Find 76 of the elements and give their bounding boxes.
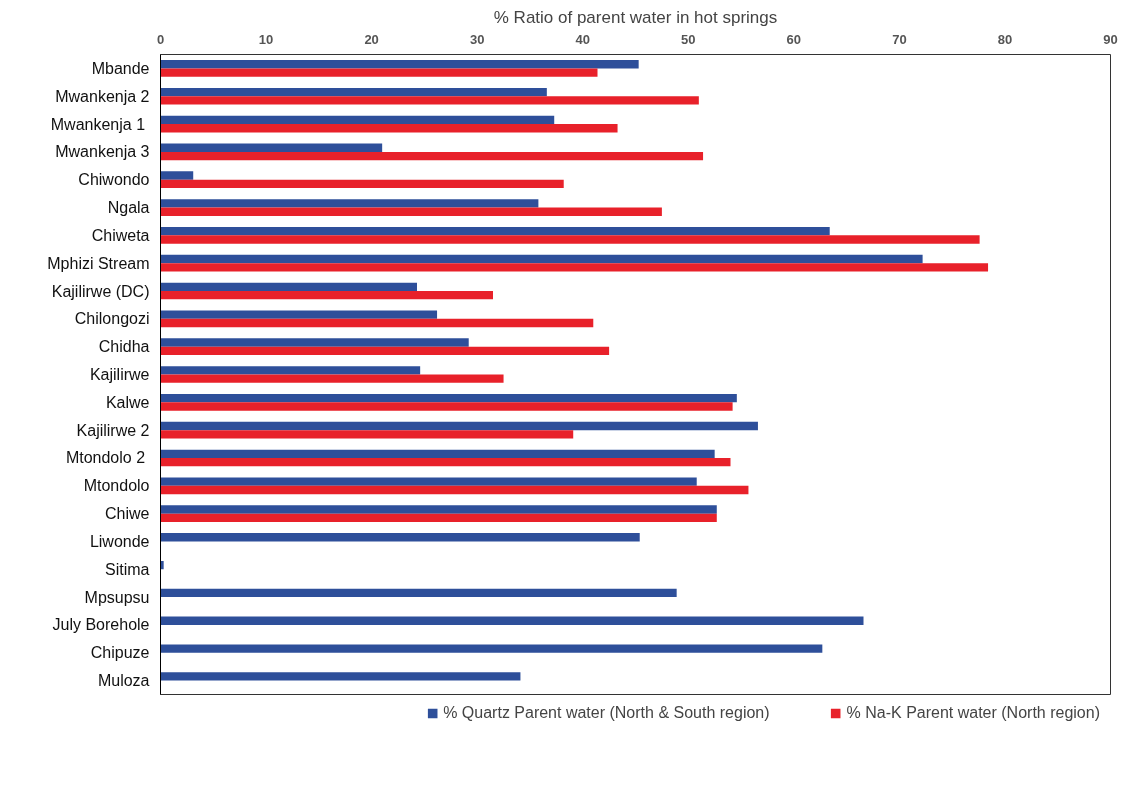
y-tick-label: Mpsupsu xyxy=(84,588,150,606)
bar xyxy=(160,171,194,180)
y-tick-label: Mtondolo xyxy=(83,477,150,495)
y-tick-label: Kajilirwe (DC) xyxy=(51,282,150,300)
bar xyxy=(160,291,493,300)
bar xyxy=(160,199,539,208)
bar xyxy=(160,310,438,319)
bar xyxy=(160,485,749,495)
x-tick-label: 20 xyxy=(364,31,379,47)
y-tick-label: Muloza xyxy=(97,672,150,690)
y-tick-label: Mwankenja 2 xyxy=(55,87,150,105)
bar xyxy=(160,533,640,542)
y-tick-label: Chilongozi xyxy=(74,310,150,328)
bar xyxy=(160,87,547,97)
x-tick-label: 40 xyxy=(575,31,590,47)
x-tick-label: 90 xyxy=(1103,31,1118,47)
bar xyxy=(160,505,717,514)
legend-label: % Na-K Parent water (North region) xyxy=(846,704,1100,722)
bar xyxy=(160,124,618,133)
bar xyxy=(160,227,830,236)
bar xyxy=(160,477,697,486)
bar xyxy=(160,338,469,347)
y-tick-label: Mwankenja 1 xyxy=(50,115,146,133)
bar xyxy=(160,115,555,125)
y-tick-label: Kajilirwe xyxy=(89,366,150,383)
bar xyxy=(160,151,704,161)
y-tick-label: Ngala xyxy=(107,199,150,217)
bar xyxy=(160,402,733,411)
x-tick-label: 50 xyxy=(681,31,696,47)
x-tick-label: 10 xyxy=(258,31,274,47)
y-tick-label: Chiweta xyxy=(91,226,150,244)
bar xyxy=(160,254,923,264)
y-tick-label: Mbande xyxy=(91,59,150,77)
x-tick-label: 30 xyxy=(469,31,485,47)
y-tick-label: July Borehole xyxy=(52,616,150,634)
x-tick-label: 0 xyxy=(156,31,165,47)
y-tick-label: Sitima xyxy=(105,560,150,578)
bar xyxy=(160,207,662,216)
bar xyxy=(160,430,574,439)
x-tick-label: 60 xyxy=(786,31,802,47)
y-tick-label: Mtondolo 2 xyxy=(65,449,146,467)
legend-label: % Quartz Parent water (North & South region) xyxy=(443,704,770,722)
bar xyxy=(160,235,980,244)
bar xyxy=(160,346,610,356)
x-tick-label: 80 xyxy=(997,31,1013,47)
y-tick-label: Chiwondo xyxy=(78,171,150,189)
bar xyxy=(160,68,598,77)
y-tick-label: Kajilirwe 2 xyxy=(76,421,150,439)
bar xyxy=(160,366,421,375)
y-tick-label: Kalwe xyxy=(105,393,150,411)
bar xyxy=(160,282,417,292)
x-tick-label: 70 xyxy=(892,31,907,47)
bar xyxy=(160,588,677,598)
bar xyxy=(160,263,989,272)
y-tick-label: Chidha xyxy=(98,338,150,356)
bar xyxy=(160,60,639,69)
bar xyxy=(160,672,521,681)
bar xyxy=(160,644,823,653)
y-tick-label: Chiwe xyxy=(105,505,150,523)
bar xyxy=(160,96,699,105)
bar xyxy=(160,457,731,467)
bar xyxy=(160,393,737,403)
chart-title: % Ratio of parent water in hot springs xyxy=(493,7,778,27)
bar xyxy=(160,421,758,431)
y-tick-label: Mphizi Stream xyxy=(47,254,150,272)
bar xyxy=(160,179,564,189)
bar xyxy=(160,616,864,625)
y-tick-label: Liwonde xyxy=(89,532,150,550)
y-tick-label: Mwankenja 3 xyxy=(55,143,150,161)
bar xyxy=(160,318,594,328)
bar xyxy=(160,449,715,458)
bar xyxy=(160,374,504,383)
bar xyxy=(160,143,383,152)
y-tick-label: Chipuze xyxy=(90,644,150,662)
bar xyxy=(160,513,717,522)
bar xyxy=(160,560,164,570)
